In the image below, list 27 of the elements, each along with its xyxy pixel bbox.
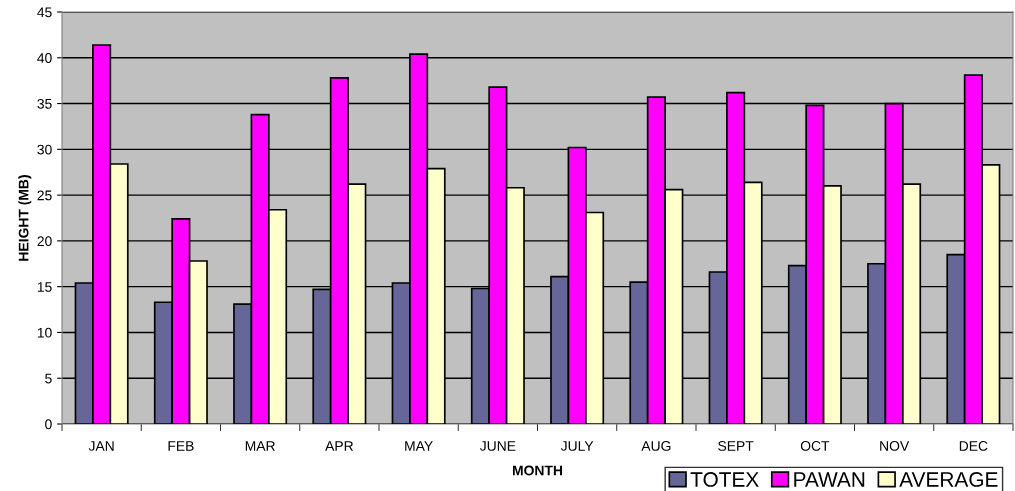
y-tick-label: 45 [37,7,52,18]
y-tick-label: 15 [37,282,52,292]
x-tick-label: JUNE [479,441,516,451]
x-tick-label: MAY [405,441,433,451]
y-tick-label: 30 [37,144,52,155]
x-tick-label: FEB [168,441,194,451]
x-tick-label: SEPT [718,441,754,451]
x-tick-label: JULY [560,441,594,451]
y-tick-label: 5 [45,373,52,384]
x-tick-label: MAR [245,441,275,451]
x-tick-label: NOV [880,441,910,451]
y-tick-label: 20 [37,236,52,247]
y-tick-label: 25 [37,190,52,201]
y-tick-label: 35 [37,98,52,109]
x-tick-label: APR [325,441,354,451]
x-tick-label: DEC [959,441,988,451]
y-tick-label: 0 [45,419,52,430]
legend-label: TOTEX [690,472,759,487]
legend-label: PAWAN [794,472,865,487]
x-tick-label: OCT [800,441,830,451]
x-tick-label: AUG [641,441,671,451]
legend-label: AVERAGE [899,472,998,487]
x-tick-label: JAN [88,441,114,451]
y-tick-label: 40 [37,53,52,63]
y-axis-title: HEIGHT (MB) [18,175,32,261]
y-tick-label: 10 [37,327,52,338]
x-axis-title: MONTH [512,465,563,476]
